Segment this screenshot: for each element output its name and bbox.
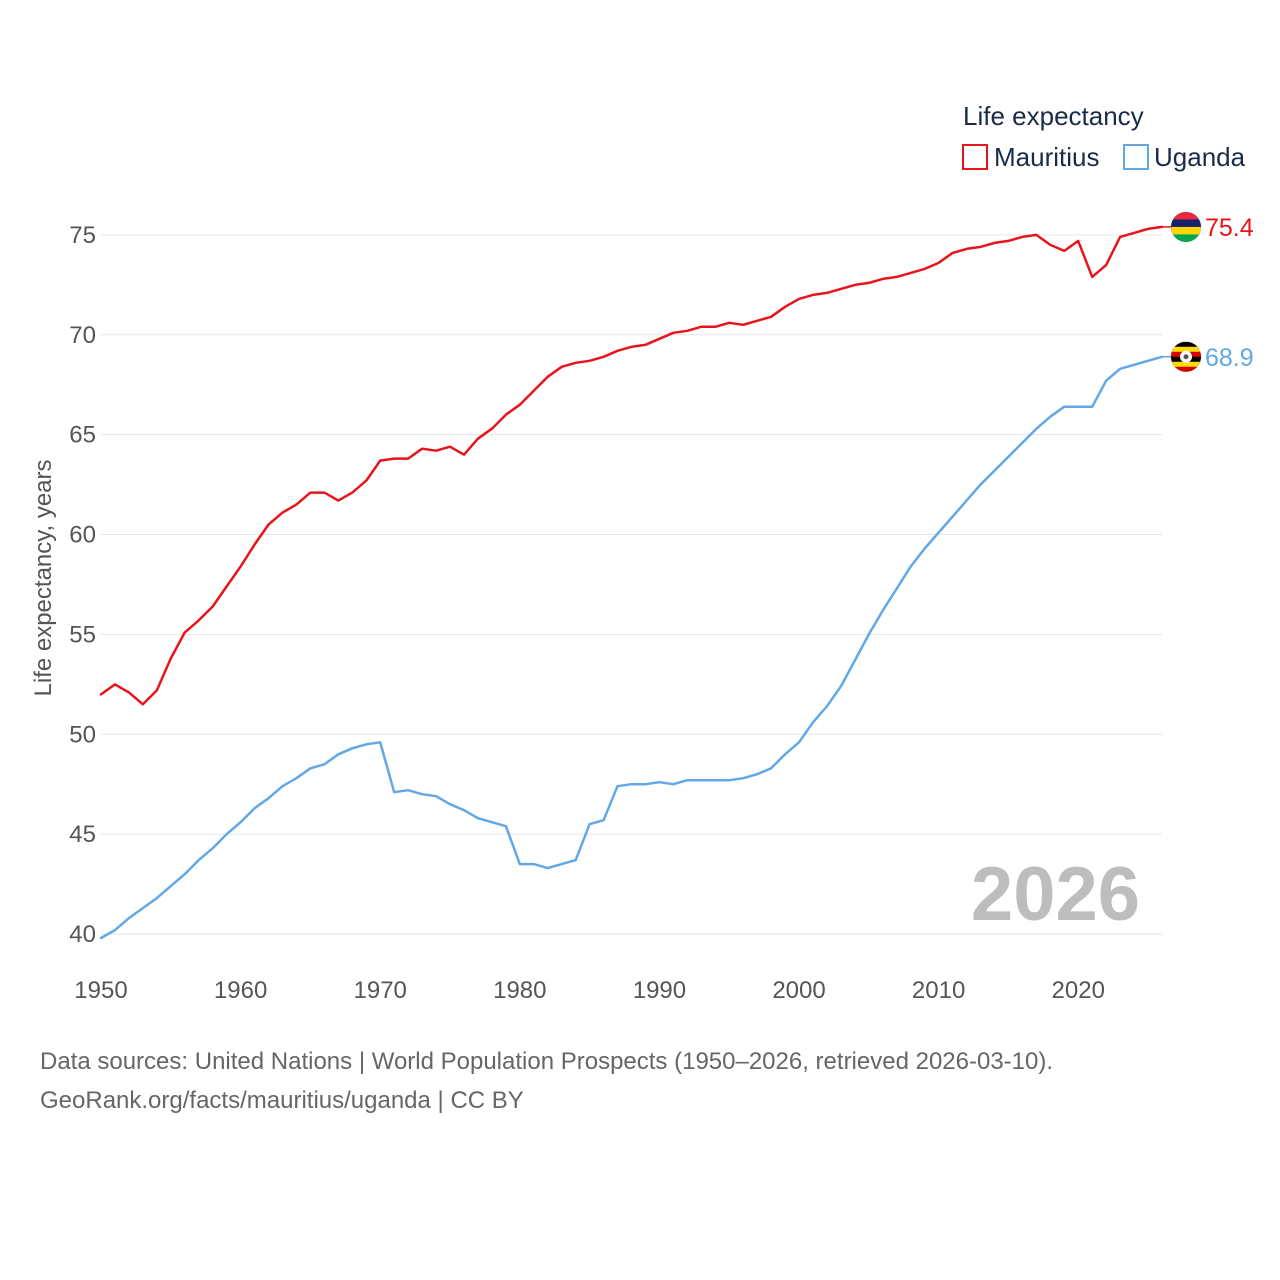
legend-swatch-uganda: [1123, 144, 1149, 170]
x-tick-label: 2000: [772, 977, 825, 1004]
uganda-flag-icon: [1171, 341, 1201, 372]
mauritius-flag-icon: [1171, 211, 1201, 242]
y-tick-label: 40: [69, 921, 96, 948]
series-line-mauritius: [99, 225, 1164, 706]
legend-label-mauritius: Mauritius: [994, 142, 1099, 172]
x-tick-label: 2010: [912, 977, 965, 1004]
x-axis-ticks: 1950 1960 1970 1980 1990 2000 2010 2020: [74, 977, 1105, 1004]
y-axis-ticks: 40 45 50 55 60 65 70 75: [69, 222, 96, 948]
x-tick-label: 2020: [1052, 977, 1105, 1004]
series-lines: [99, 225, 1164, 940]
y-tick-label: 45: [69, 821, 96, 848]
y-axis-label: Life expectancy, years: [30, 459, 57, 696]
end-label-uganda: 68.9: [1205, 344, 1254, 372]
legend-label-uganda: Uganda: [1154, 142, 1246, 172]
y-tick-label: 50: [69, 721, 96, 748]
series-end-labels: 75.4 68.9: [1162, 211, 1254, 373]
legend-swatch-mauritius: [962, 144, 988, 170]
footer-sources: Data sources: United Nations | World Pop…: [40, 1042, 1260, 1120]
legend-item-uganda[interactable]: Uganda: [1123, 142, 1246, 172]
x-tick-label: 1980: [493, 977, 546, 1004]
legend: Life expectancy Mauritius Uganda: [962, 101, 1246, 172]
footer-data-sources: Data sources: United Nations | World Pop…: [40, 1048, 1054, 1075]
legend-item-mauritius[interactable]: Mauritius: [962, 142, 1099, 172]
year-watermark: 2026: [971, 852, 1140, 937]
legend-title: Life expectancy: [963, 101, 1144, 131]
y-tick-label: 75: [69, 222, 96, 249]
footer-attribution[interactable]: GeoRank.org/facts/mauritius/uganda | CC …: [40, 1087, 524, 1114]
y-tick-label: 70: [69, 322, 96, 349]
y-tick-label: 65: [69, 422, 96, 449]
y-tick-label: 60: [69, 522, 96, 549]
end-label-mauritius: 75.4: [1205, 214, 1254, 242]
x-tick-label: 1990: [633, 977, 686, 1004]
x-tick-label: 1950: [74, 977, 127, 1004]
series-line-uganda: [99, 355, 1164, 940]
gridlines: [101, 234, 1162, 935]
x-tick-label: 1970: [354, 977, 407, 1004]
y-tick-label: 55: [69, 621, 96, 648]
x-tick-label: 1960: [214, 977, 267, 1004]
